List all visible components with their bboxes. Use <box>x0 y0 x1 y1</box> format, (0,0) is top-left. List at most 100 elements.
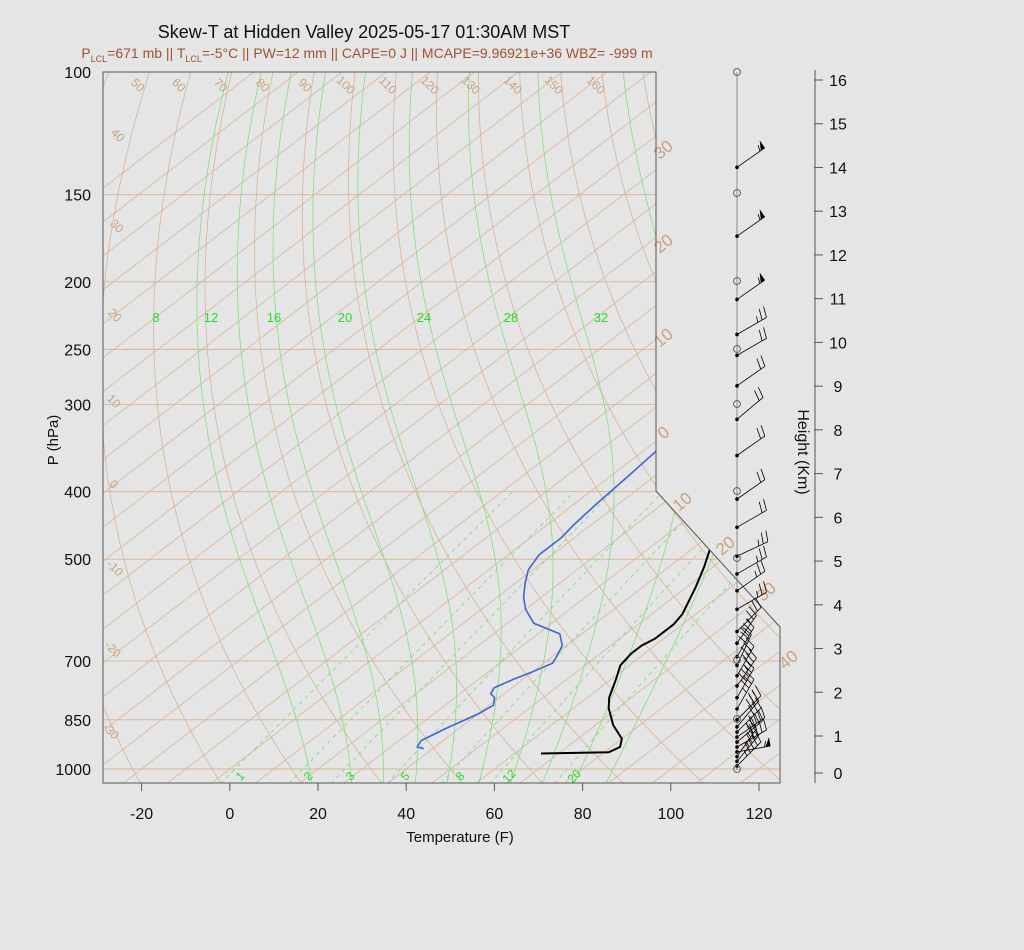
wind-barb-feather <box>763 499 767 511</box>
x-axis-label: Temperature (F) <box>406 829 514 846</box>
mixing-ratio-line <box>440 491 712 783</box>
mixing-ratio-line <box>554 491 780 783</box>
pressure-tick-label: 300 <box>64 398 91 415</box>
pressure-tick-label: 1000 <box>55 762 91 779</box>
dry-adiabat-line <box>103 72 222 783</box>
wind-barb <box>736 671 755 710</box>
temperature-tick-label: -20 <box>130 806 153 823</box>
wind-barb-feather <box>756 358 762 370</box>
wind-barb-staff <box>736 657 757 687</box>
isotherm-line <box>103 72 451 783</box>
pressure-tick-label: 850 <box>64 713 91 730</box>
wind-height-circle <box>733 345 741 353</box>
wind-barb-halffeather <box>746 618 752 624</box>
mixing-ratio-label: 24 <box>417 310 431 325</box>
height-tick-label: 3 <box>834 642 843 659</box>
moist-adiabat-line <box>236 72 353 783</box>
dry-adiabat-line <box>254 72 464 783</box>
temperature-tick-label: 20 <box>309 806 327 823</box>
mixing-ratio-label: 12 <box>204 310 218 325</box>
wind-barb-feather <box>763 581 767 593</box>
wind-height-circle <box>733 487 741 495</box>
wind-barb-staff <box>736 479 766 500</box>
height-tick-label: 10 <box>829 335 847 352</box>
subtitle-lcl-p-value: =671 mb <box>107 45 162 61</box>
wind-barb-feather <box>740 668 750 678</box>
isotherm-line <box>519 72 780 783</box>
wind-barb-halffeather <box>757 539 760 547</box>
wind-barb-halffeather <box>742 654 747 660</box>
wind-barb-feather <box>763 306 767 318</box>
isotherm-line <box>474 72 780 783</box>
isotherm-line <box>430 72 780 783</box>
wind-barb-staff <box>736 717 766 738</box>
temperature-axis: -20 0 20 40 60 80 100 120 <box>130 783 772 823</box>
wind-barb-halffeather <box>756 316 759 323</box>
mixing-ratio-label: 16 <box>267 310 281 325</box>
wind-barb-halffeather <box>756 591 759 598</box>
wind-barb-column <box>733 68 771 773</box>
wind-height-circle <box>733 715 741 723</box>
wind-barb-feather <box>746 653 754 663</box>
pressure-tick-label: 200 <box>64 275 91 292</box>
isotherm-line <box>103 72 275 783</box>
wind-barb <box>736 606 757 644</box>
isotherm-line <box>103 72 495 783</box>
subtitle-lcl-t-value: =-5°C <box>202 45 238 61</box>
subtitle-rest: || PW=12 mm || CAPE=0 J || MCAPE=9.96921… <box>238 45 652 61</box>
pressure-tick-label: 250 <box>64 342 91 359</box>
wind-height-circle <box>733 277 741 285</box>
isotherm-line <box>103 72 584 783</box>
mixing-ratio-label: 20 <box>338 310 352 325</box>
wind-barb-staff <box>736 509 767 528</box>
wind-barb-feather <box>755 697 762 709</box>
wind-barb-staff <box>736 627 755 657</box>
wind-barb-feather <box>755 597 762 608</box>
chart-subtitle: PLCL=671 mb || TLCL=-5°C || PW=12 mm || … <box>81 45 652 64</box>
pressure-axis: 100 150 200 250 300 400 500 700 850 1000 <box>55 65 91 779</box>
wind-barb-flag <box>759 272 765 283</box>
isotherm-line <box>103 72 716 783</box>
wind-barb <box>736 499 767 528</box>
wind-barb-feather <box>760 706 766 718</box>
wind-barb-halffeather <box>748 723 752 731</box>
moist-adiabat-line <box>537 72 615 783</box>
wind-barb-halffeather <box>757 213 761 221</box>
wind-barb <box>736 209 766 237</box>
isotherm-line <box>103 72 407 783</box>
wind-barb-halffeather <box>742 687 747 693</box>
wind-barb <box>736 386 764 420</box>
height-tick-label: 6 <box>834 510 843 527</box>
subtitle-lcl-p-sub: LCL <box>91 54 108 64</box>
mixing-ratio-label: 32 <box>594 310 608 325</box>
height-tick-label: 8 <box>834 423 843 440</box>
subtitle-sep: || <box>162 45 177 61</box>
isotherm-line <box>342 72 780 783</box>
wind-barb-staff <box>736 570 766 592</box>
temperature-tick-label: 100 <box>657 806 684 823</box>
wind-barb-staff <box>736 729 767 748</box>
wind-barb-flag <box>759 209 765 220</box>
plot-frame <box>102 71 781 784</box>
wind-barb-feather <box>748 715 753 727</box>
height-tick-label: 11 <box>830 292 847 309</box>
isotherm-line <box>103 72 780 783</box>
dry-adiabat-line <box>348 72 624 783</box>
height-tick-label: 12 <box>829 248 847 265</box>
temperature-tick-label: 120 <box>746 806 773 823</box>
mixing-ratio-line <box>288 491 575 783</box>
temperature-tick-label: 60 <box>486 806 504 823</box>
wind-barb-feather <box>747 692 755 704</box>
temperature-line <box>540 72 780 755</box>
wind-barb-staff <box>736 700 760 728</box>
wind-barb-halffeather <box>754 570 758 578</box>
wind-barb <box>736 355 766 387</box>
sounding-profiles <box>416 72 780 755</box>
wind-barb-feather <box>751 689 758 700</box>
mixing-ratio-line <box>386 491 664 783</box>
subtitle-lcl-p-prefix: P <box>81 45 90 61</box>
mixing-ratio-label: 28 <box>504 310 518 325</box>
subtitle-lcl-t-prefix: T <box>177 45 186 61</box>
wind-barb-feather <box>751 600 758 612</box>
wind-barb-staff <box>736 556 767 575</box>
